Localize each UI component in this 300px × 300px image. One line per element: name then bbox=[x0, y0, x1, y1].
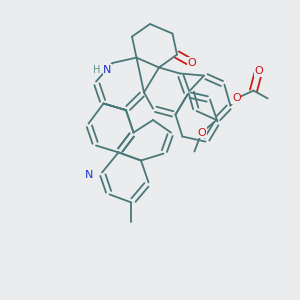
Text: N: N bbox=[85, 170, 94, 181]
Text: O: O bbox=[254, 66, 263, 76]
Text: O: O bbox=[188, 58, 196, 68]
Text: O: O bbox=[197, 128, 206, 138]
Text: O: O bbox=[232, 93, 241, 103]
Text: N: N bbox=[103, 64, 112, 75]
Text: H: H bbox=[93, 64, 100, 75]
